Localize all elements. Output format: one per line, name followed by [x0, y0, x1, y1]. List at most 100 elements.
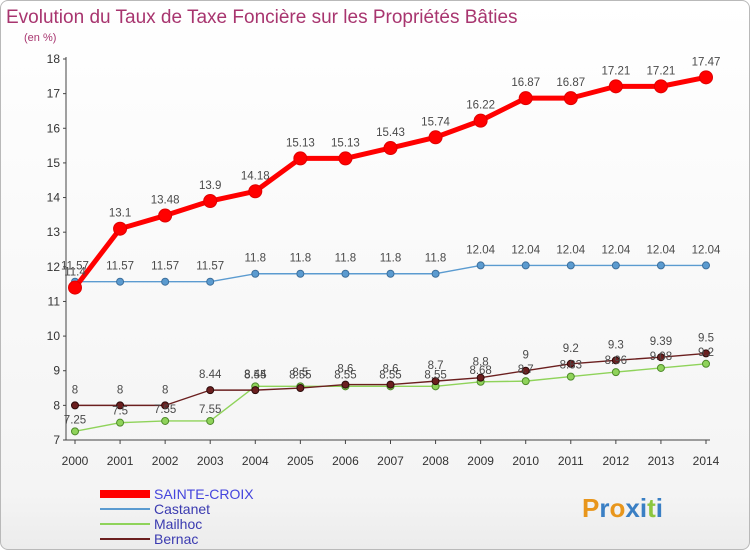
data-point — [341, 269, 350, 278]
x-tick-label: 2011 — [558, 454, 584, 468]
data-point — [476, 373, 485, 382]
data-label: 8.96 — [605, 355, 627, 367]
x-tick-label: 2003 — [197, 454, 224, 468]
data-point — [296, 384, 305, 393]
data-label: 7.5 — [112, 406, 128, 418]
data-label: 7.25 — [64, 414, 86, 426]
data-label: 11.57 — [151, 261, 179, 273]
data-label: 8.55 — [289, 369, 311, 381]
data-label: 7.55 — [199, 404, 221, 416]
data-point — [656, 363, 665, 372]
y-tick-label: 9 — [53, 364, 60, 378]
data-point — [566, 372, 575, 381]
data-point — [206, 416, 215, 425]
data-point — [702, 261, 710, 270]
y-tick-label: 15 — [47, 156, 61, 170]
data-point — [116, 418, 125, 427]
data-point — [113, 221, 128, 236]
y-tick-label: 14 — [47, 191, 61, 205]
data-label: 8.7 — [518, 364, 534, 376]
legend-label: Bernac — [154, 531, 198, 547]
data-point — [518, 91, 533, 106]
legend-label: Mailhoc — [154, 516, 202, 532]
data-label: 14.18 — [241, 170, 270, 182]
data-point — [702, 359, 710, 368]
data-label: 17.21 — [601, 65, 630, 77]
data-point — [161, 401, 170, 410]
data-label: 8.7 — [428, 360, 444, 372]
series-layer — [68, 70, 713, 436]
data-point — [386, 269, 395, 278]
data-point — [203, 194, 218, 209]
data-point — [611, 356, 620, 365]
x-tick-label: 2001 — [107, 454, 134, 468]
data-point — [431, 377, 440, 386]
logo-letter: x — [625, 493, 640, 523]
data-point — [473, 113, 488, 128]
data-point — [702, 349, 710, 358]
data-point — [161, 416, 170, 425]
x-tick-label: 2014 — [693, 454, 720, 468]
data-point — [161, 277, 170, 286]
data-label: 7.55 — [154, 404, 176, 416]
data-label: 8 — [72, 384, 78, 396]
data-point — [206, 277, 215, 286]
data-label: 15.43 — [376, 127, 405, 139]
data-point — [341, 380, 350, 389]
data-label: 12.04 — [556, 244, 585, 256]
data-label: 13.9 — [199, 180, 221, 192]
data-label: 11.8 — [380, 253, 402, 265]
y-axis-unit-label: (en %) — [24, 32, 56, 44]
data-label: 16.22 — [466, 100, 495, 112]
x-tick-label: 2012 — [603, 454, 630, 468]
logo-letter: i — [656, 493, 663, 523]
data-label: 8.68 — [469, 365, 491, 377]
data-label: 11.8 — [290, 253, 312, 265]
x-tick-label: 2010 — [512, 454, 539, 468]
data-label: 12.04 — [466, 244, 495, 256]
data-label: 8.83 — [560, 360, 582, 372]
x-tick-label: 2013 — [648, 454, 675, 468]
data-point — [476, 261, 485, 270]
y-tick-label: 17 — [47, 87, 61, 101]
legend-label: SAINTE-CROIX — [154, 486, 254, 502]
x-tick-label: 2002 — [152, 454, 179, 468]
logo-letter: i — [640, 493, 647, 523]
data-label: 8.8 — [473, 357, 489, 369]
data-point — [251, 386, 260, 395]
data-point — [611, 368, 620, 377]
data-point — [293, 151, 308, 166]
data-point — [563, 91, 578, 106]
x-tick-label: 2000 — [62, 454, 89, 468]
x-tick-label: 2008 — [422, 454, 449, 468]
y-tick-label: 11 — [48, 294, 61, 308]
proxiti-logo: Proxiti — [582, 493, 663, 523]
data-label: 12.04 — [647, 244, 676, 256]
data-point — [608, 79, 623, 94]
data-label: 9.2 — [698, 347, 714, 359]
data-point — [611, 261, 620, 270]
data-point — [431, 269, 440, 278]
data-label: 8.55 — [424, 369, 446, 381]
data-point — [386, 380, 395, 389]
data-label: 16.87 — [556, 77, 585, 89]
data-point — [251, 269, 260, 278]
data-label: 8.55 — [379, 369, 401, 381]
data-point — [158, 208, 173, 223]
y-tick-label: 8 — [53, 398, 60, 412]
legend-label: Castanet — [154, 501, 210, 517]
data-label: 8.6 — [337, 364, 353, 376]
data-label: 8.44 — [244, 369, 267, 381]
data-point — [116, 401, 125, 410]
data-label: 11.57 — [106, 261, 134, 273]
logo-letter: o — [609, 493, 625, 523]
data-point — [566, 261, 575, 270]
data-point — [521, 261, 530, 270]
y-tick-label: 7 — [53, 433, 60, 447]
data-labels: 7.257.5 7.55 7.558.55 8.55 8.55 8.55 8.55 8.68 8… — [61, 56, 721, 426]
data-point — [521, 377, 530, 386]
logo-letter: t — [647, 493, 656, 523]
data-point — [248, 184, 263, 199]
